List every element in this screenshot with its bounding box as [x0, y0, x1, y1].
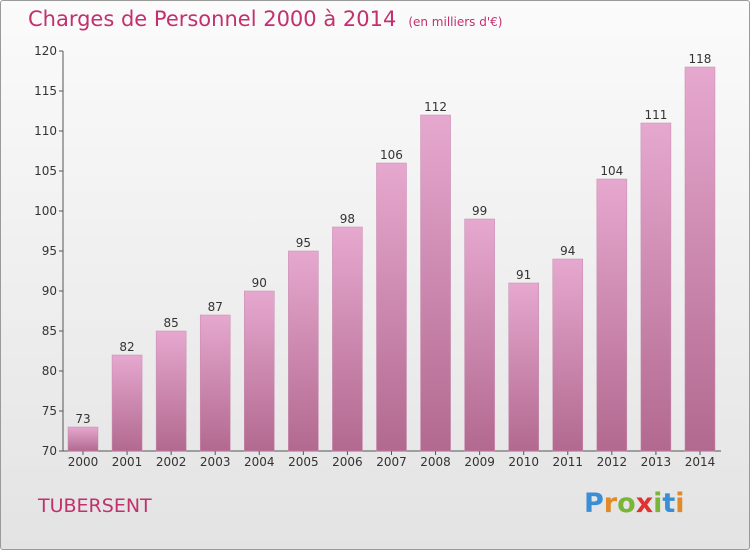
x-tick-label: 2004	[244, 455, 275, 469]
y-tick-label: 90	[42, 284, 57, 298]
y-tick-label: 95	[42, 244, 57, 258]
logo-letter: t	[662, 488, 676, 519]
bar-2013	[640, 122, 672, 452]
logo-letter: P	[584, 488, 604, 519]
logo-letter: r	[603, 488, 618, 519]
x-tick-label: 2006	[332, 455, 363, 469]
bar-2009	[464, 218, 495, 452]
y-tick-label: 105	[34, 164, 57, 178]
x-tick-label: 2011	[552, 455, 583, 469]
y-tick-label: 85	[42, 324, 57, 338]
bars: 73 82 85 87 90 95 98 106 112 99 91 94 104 111 118	[67, 52, 716, 452]
bar-2002	[155, 330, 187, 452]
x-tick-label: 2002	[156, 455, 187, 469]
data-label: 94	[560, 244, 575, 258]
bar-2008	[420, 114, 451, 452]
data-label: 106	[380, 148, 403, 162]
bar-2010	[508, 282, 539, 452]
data-label: 118	[689, 52, 712, 66]
x-tick-label: 2012	[597, 455, 628, 469]
bar-2012	[596, 178, 628, 452]
proxiti-logo: Proxiti	[584, 488, 685, 519]
data-label: 87	[208, 300, 223, 314]
bar-2007	[376, 162, 407, 452]
x-tick-label: 2000	[68, 455, 99, 469]
x-tick-label: 2007	[376, 455, 407, 469]
y-tick-label: 100	[34, 204, 57, 218]
data-label: 73	[75, 412, 90, 426]
bar-2014	[684, 66, 716, 452]
logo-letter: i	[675, 488, 685, 519]
bar-2011	[552, 258, 584, 452]
logo-letter: x	[635, 488, 654, 519]
logo-letter: o	[617, 488, 636, 519]
x-tick-label: 2009	[464, 455, 495, 469]
x-tick-label: 2014	[685, 455, 716, 469]
data-label: 82	[119, 340, 134, 354]
bar-2006	[332, 226, 363, 452]
data-label: 99	[472, 204, 487, 218]
y-tick-label: 75	[42, 404, 57, 418]
bar-2000	[67, 426, 99, 452]
x-tick-label: 2010	[508, 455, 539, 469]
bar-2001	[111, 354, 143, 452]
x-tick-label: 2008	[420, 455, 451, 469]
x-tick-label: 2005	[288, 455, 319, 469]
x-tick-label: 2003	[200, 455, 231, 469]
y-tick-label: 110	[34, 124, 57, 138]
data-label: 104	[600, 164, 623, 178]
bar-2005	[288, 250, 319, 452]
place-name: TUBERSENT	[38, 495, 152, 517]
bar-2004	[244, 290, 275, 452]
y-tick-label: 80	[42, 364, 57, 378]
chart-title: Charges de Personnel 2000 à 2014 (en mill…	[28, 7, 502, 31]
data-label: 112	[424, 100, 447, 114]
data-label: 90	[252, 276, 267, 290]
bar-2003	[199, 314, 231, 452]
x-tick-label: 2001	[112, 455, 143, 469]
logo-letter: i	[653, 488, 663, 519]
unit-note: (en milliers d'€)	[408, 15, 503, 29]
y-tick-label: 70	[42, 444, 57, 458]
y-tick-label: 115	[34, 84, 57, 98]
chart-title-text: Charges de Personnel 2000 à 2014	[28, 7, 397, 31]
x-tick-label: 2013	[641, 455, 672, 469]
axes: 70 75 80 85 90 95 100 105 110 115 120 2000 2001 2002 2…	[34, 44, 721, 469]
y-tick-label: 120	[34, 44, 57, 58]
data-label: 95	[296, 236, 311, 250]
data-label: 111	[644, 108, 667, 122]
data-label: 85	[163, 316, 178, 330]
data-label: 98	[340, 212, 355, 226]
data-label: 91	[516, 268, 531, 282]
